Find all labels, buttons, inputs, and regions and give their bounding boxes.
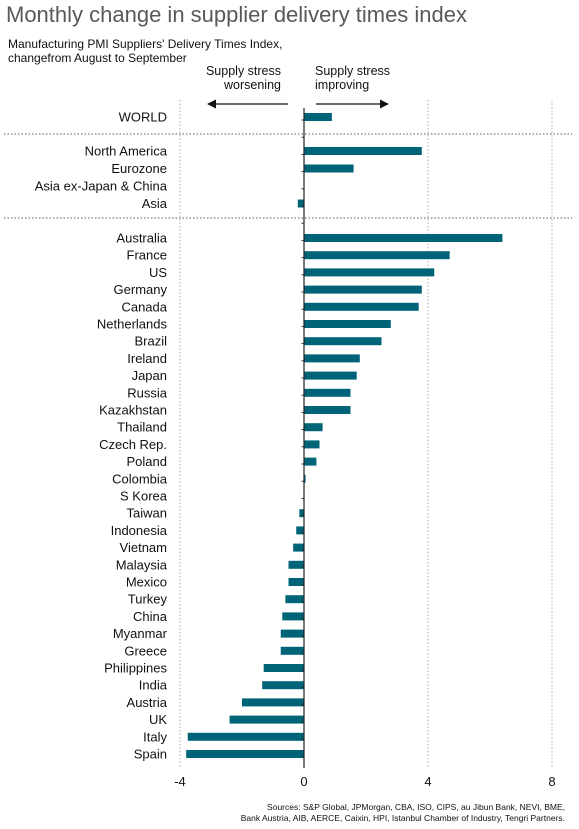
- category-label-ireland: Ireland: [127, 351, 167, 366]
- chart-title: Monthly change in supplier delivery time…: [6, 2, 468, 27]
- bar-greece: [280, 646, 304, 655]
- category-label-asia-ex-japan-china: Asia ex-Japan & China: [35, 179, 168, 194]
- bar-world: [304, 113, 332, 121]
- category-label-greece: Greece: [124, 643, 167, 658]
- bar-ireland: [304, 354, 360, 363]
- bar-us: [304, 268, 435, 277]
- category-label-myanmar: Myanmar: [113, 626, 168, 641]
- x-tick-label: 8: [548, 774, 555, 789]
- chart-subtitle-line-2: changefrom August to September: [8, 51, 187, 65]
- bar-india: [262, 681, 304, 690]
- category-label-s-korea: S Korea: [120, 489, 168, 504]
- category-label-taiwan: Taiwan: [127, 506, 167, 521]
- category-label-canada: Canada: [121, 299, 167, 314]
- category-label-spain: Spain: [134, 747, 167, 762]
- bar-germany: [304, 285, 422, 294]
- bar-china: [282, 612, 304, 621]
- category-label-world: WORLD: [119, 110, 167, 125]
- category-label-australia: Australia: [116, 231, 167, 246]
- bar-poland: [304, 457, 317, 466]
- bar-russia: [304, 388, 351, 397]
- category-label-kazakhstan: Kazakhstan: [99, 403, 167, 418]
- x-tick-label: -4: [174, 774, 186, 789]
- bar-czech-rep: [304, 440, 320, 449]
- bar-japan: [304, 371, 357, 380]
- category-label-us: US: [149, 265, 167, 280]
- bar-italy: [187, 732, 304, 741]
- bar-vietnam: [293, 543, 304, 552]
- bar-thailand: [304, 423, 323, 432]
- category-label-turkey: Turkey: [128, 592, 168, 607]
- category-label-russia: Russia: [127, 385, 168, 400]
- annotation-left-line-1: Supply stress: [206, 64, 281, 78]
- category-label-indonesia: Indonesia: [111, 523, 168, 538]
- bar-brazil: [304, 337, 382, 346]
- category-label-india: India: [139, 678, 168, 693]
- x-tick-label: 0: [300, 774, 307, 789]
- bar-eurozone: [304, 164, 354, 173]
- category-label-malaysia: Malaysia: [116, 557, 168, 572]
- bar-myanmar: [280, 629, 304, 638]
- bar-netherlands: [304, 320, 391, 328]
- category-label-vietnam: Vietnam: [120, 540, 167, 555]
- category-label-czech-rep: Czech Rep.: [99, 437, 167, 452]
- category-label-thailand: Thailand: [117, 420, 167, 435]
- bar-taiwan: [299, 509, 304, 518]
- category-label-mexico: Mexico: [126, 575, 167, 590]
- category-label-netherlands: Netherlands: [97, 317, 168, 332]
- category-label-japan: Japan: [132, 368, 167, 383]
- category-label-philippines: Philippines: [104, 661, 167, 676]
- category-label-eurozone: Eurozone: [111, 161, 167, 176]
- bar-turkey: [285, 595, 304, 604]
- annotation-left-line-2: worsening: [223, 78, 281, 92]
- category-label-china: China: [133, 609, 168, 624]
- x-tick-label: 4: [424, 774, 431, 789]
- category-label-germany: Germany: [114, 282, 168, 297]
- bar-asia: [297, 199, 304, 208]
- category-label-poland: Poland: [127, 454, 167, 469]
- category-label-brazil: Brazil: [134, 334, 167, 349]
- category-label-asia: Asia: [142, 196, 168, 211]
- bar-kazakhstan: [304, 406, 351, 414]
- bar-indonesia: [296, 526, 304, 535]
- annotation-right-line-2: improving: [315, 78, 369, 92]
- bar-uk: [229, 715, 304, 724]
- category-label-uk: UK: [149, 712, 167, 727]
- sources-note-line-1: Sources: S&P Global, JPMorgan, CBA, ISO,…: [267, 802, 565, 812]
- bar-canada: [304, 302, 419, 311]
- category-label-colombia: Colombia: [112, 471, 168, 486]
- bar-spain: [186, 750, 304, 758]
- category-label-north-america: North America: [85, 144, 168, 159]
- bar-mexico: [288, 578, 304, 586]
- sources-note-line-2: Bank Austria, AIB, AERCE, Caixin, HPI, I…: [240, 813, 565, 823]
- bar-philippines: [263, 664, 304, 672]
- category-label-italy: Italy: [143, 729, 167, 744]
- annotation-right-line-1: Supply stress: [315, 64, 390, 78]
- bar-colombia: [304, 474, 306, 483]
- category-label-france: France: [127, 248, 167, 263]
- chart-subtitle-line-1: Manufacturing PMI Suppliers' Delivery Ti…: [8, 37, 283, 51]
- bar-france: [304, 251, 450, 260]
- bar-australia: [304, 234, 503, 242]
- bar-north-america: [304, 147, 422, 155]
- bar-malaysia: [288, 560, 304, 569]
- category-label-austria: Austria: [127, 695, 168, 710]
- bar-austria: [242, 698, 304, 707]
